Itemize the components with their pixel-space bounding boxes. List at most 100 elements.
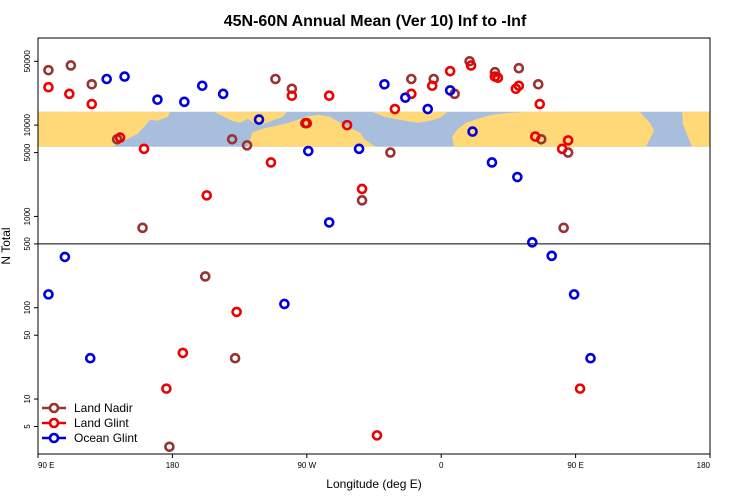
ocean-glint-point: [217, 88, 229, 100]
y-axis: 5 10 50 100 500 1000 5000 10000 50000: [23, 50, 38, 429]
land-nadir-point: [270, 73, 281, 85]
legend-marker-ocean-glint: [48, 432, 60, 444]
land-glint-point: [86, 98, 98, 110]
ocean-glint-point: [585, 352, 596, 364]
plot-frame: [37, 37, 711, 455]
legend-marker-land-nadir: [48, 402, 60, 414]
ocean-glint-point: [568, 289, 580, 300]
ocean-glint-point: [279, 298, 290, 310]
land-glint-point: [286, 90, 298, 102]
land-glint-point: [489, 71, 501, 82]
ocean-glint-point: [253, 114, 265, 125]
land-nadir-point: [86, 78, 98, 90]
land-nadir-point: [558, 222, 569, 234]
land-glint-point: [510, 83, 522, 95]
land-glint-point: [323, 90, 335, 102]
map-land-kamchatka: [682, 111, 710, 147]
land-nadir-point: [513, 62, 525, 74]
x-tick-label: 90 W: [297, 461, 316, 470]
land-glint-point: [529, 131, 541, 142]
x-tick-label: 180: [166, 461, 180, 470]
ocean-glint-point: [302, 145, 314, 157]
ocean-glint-point: [179, 96, 190, 108]
land-glint-point: [114, 132, 126, 143]
land-glint-point: [534, 98, 546, 110]
land-nadir-point: [65, 60, 77, 71]
x-tick-label: 180: [697, 461, 711, 470]
land-nadir-point: [164, 441, 175, 453]
ocean-glint-point: [467, 126, 478, 137]
land-nadir-point: [241, 140, 253, 151]
map-land-greenland: [372, 111, 448, 123]
land-nadir-point: [406, 73, 417, 85]
land-glint-point: [177, 347, 189, 359]
ocean-glint-point: [512, 171, 523, 183]
y-tick-label: 100: [23, 301, 32, 315]
data-points: [43, 56, 596, 453]
x-tick-label: 0: [439, 461, 444, 470]
map-land-europe: [452, 111, 654, 147]
land-glint-point: [265, 157, 277, 168]
y-axis-label: N Total: [0, 227, 13, 264]
chart-title: 45N-60N Annual Mean (Ver 10) Inf to -Inf: [224, 13, 527, 30]
land-nadir-point: [532, 78, 544, 90]
land-nadir-point: [229, 352, 241, 364]
land-glint-point: [356, 183, 368, 195]
ocean-glint-point: [196, 80, 208, 92]
ocean-glint-point: [59, 251, 71, 263]
land-glint-point: [231, 306, 242, 318]
legend-label-ocean-glint: Ocean Glint: [74, 431, 138, 445]
legend-label-land-nadir: Land Nadir: [74, 401, 133, 415]
ocean-glint-point: [546, 250, 558, 262]
land-glint-point: [574, 383, 586, 394]
land-glint-point: [341, 119, 353, 131]
land-glint-point: [426, 80, 438, 92]
land-glint-point: [556, 143, 568, 155]
land-nadir-point: [137, 222, 148, 234]
ocean-glint-point: [353, 143, 365, 155]
legend-label-land-glint: Land Glint: [74, 416, 129, 430]
y-tick-label: 5: [23, 424, 32, 429]
y-tick-label: 5000: [23, 143, 32, 161]
land-glint-point: [371, 430, 383, 441]
land-glint-point: [301, 117, 313, 129]
ocean-glint-point: [43, 289, 54, 300]
land-glint-point: [562, 135, 574, 146]
ocean-glint-point: [400, 92, 411, 103]
world-map-band: [38, 111, 710, 147]
y-tick-label: 500: [23, 237, 32, 251]
ocean-glint-point: [84, 352, 96, 364]
legend-marker-land-glint: [48, 417, 60, 429]
ocean-glint-point: [323, 217, 335, 228]
y-tick-label: 10000: [23, 113, 32, 136]
land-glint-point: [465, 60, 477, 71]
land-nadir-point: [199, 271, 211, 282]
y-tick-label: 1000: [23, 207, 32, 225]
ocean-glint-point: [152, 94, 163, 105]
ocean-glint-point: [526, 237, 538, 248]
land-nadir-point: [43, 64, 54, 76]
ocean-glint-point: [422, 103, 434, 115]
y-tick-label: 50: [23, 330, 32, 339]
y-tick-label: 10: [23, 394, 32, 403]
ocean-glint-point: [444, 85, 456, 96]
ocean-glint-point: [486, 157, 498, 168]
ocean-glint-point: [101, 73, 112, 85]
ocean-glint-point: [379, 78, 390, 90]
land-glint-point: [43, 81, 54, 93]
land-glint-point: [64, 88, 75, 100]
x-axis-label: Longitude (deg E): [326, 477, 421, 491]
land-glint-point: [161, 383, 172, 394]
x-axis: 90 E 180 90 W 0 90 E 180: [37, 454, 711, 470]
land-glint-point: [444, 65, 456, 77]
land-nadir-point: [226, 133, 238, 145]
map-land-asia: [38, 111, 170, 147]
ocean-glint-point: [119, 71, 130, 82]
land-nadir-point: [356, 195, 368, 206]
land-glint-point: [201, 190, 213, 201]
land-glint-point: [138, 143, 150, 155]
x-tick-label: 90 E: [567, 461, 583, 470]
land-nadir-point: [385, 147, 396, 158]
map-land-north-america: [248, 114, 376, 147]
